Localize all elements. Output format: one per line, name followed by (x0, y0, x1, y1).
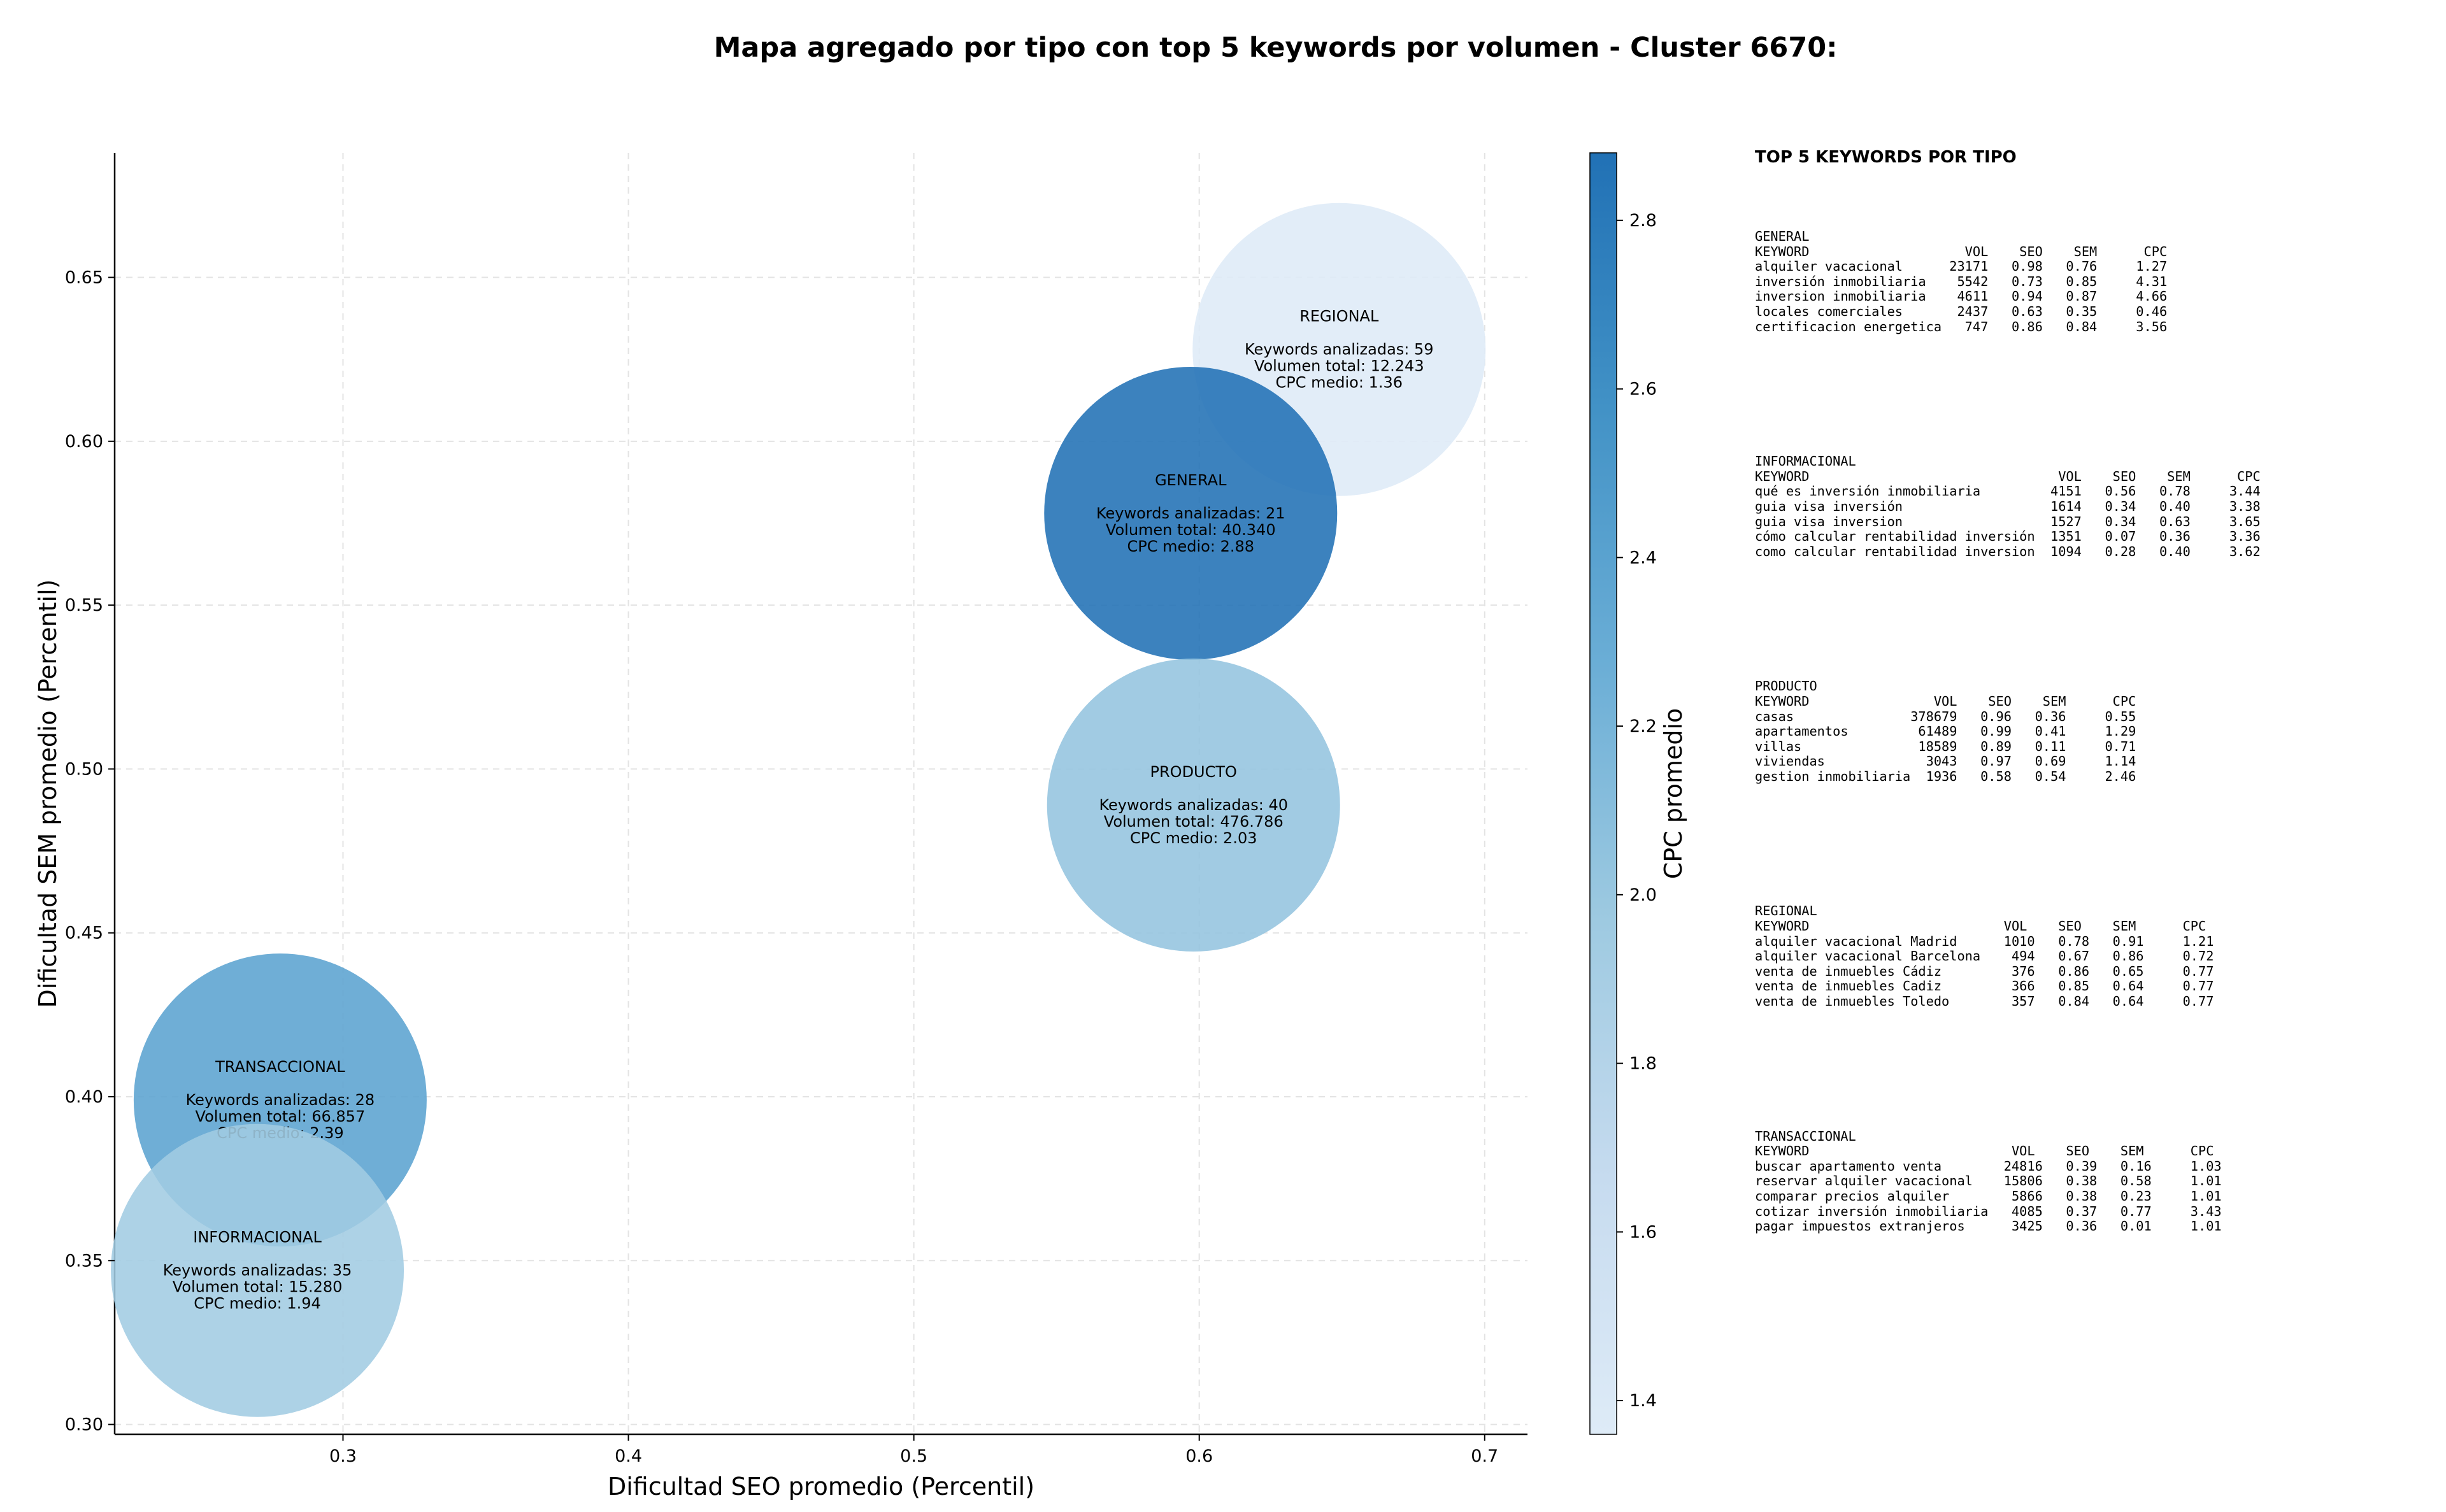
bubble-label: Volumen total: 15.280 (173, 1278, 343, 1296)
bubble-label: TRANSACCIONAL (215, 1058, 345, 1076)
bubble-circle (111, 1123, 404, 1417)
x-tick-label: 0.5 (900, 1446, 927, 1466)
y-tick-label: 0.30 (65, 1415, 103, 1435)
colorbar: 1.4 1.6 1.8 2.0 2.2 2.4 2.6 2.8 (1589, 152, 1657, 1435)
axes (113, 153, 1527, 1436)
bubble-label: CPC medio: 2.03 (1130, 829, 1257, 847)
y-tick-label: 0.40 (65, 1087, 103, 1107)
x-tick-label: 0.7 (1471, 1446, 1498, 1466)
bubble-label: Keywords analizadas: 21 (1096, 504, 1285, 522)
keyword-table-text: TRANSACCIONAL KEYWORD VOL SEO SEM CPC bu… (1755, 1128, 2222, 1234)
y-axis-label: Dificultad SEM promedio (Percentil) (34, 580, 62, 1008)
bubble-label: Keywords analizadas: 28 (186, 1091, 375, 1109)
y-tick-label: 0.65 (65, 268, 103, 288)
colorbar-tick-label: 2.2 (1629, 717, 1657, 736)
colorbar-tick-label: 2.6 (1629, 380, 1657, 399)
bubble-label: Keywords analizadas: 40 (1099, 796, 1288, 814)
x-tick-label: 0.4 (615, 1446, 642, 1466)
y-tick-label: 0.45 (65, 924, 103, 943)
y-tick-label: 0.60 (65, 432, 103, 452)
chart-title: Mapa agregado por tipo con top 5 keyword… (713, 32, 1838, 64)
side-panel-title: TOP 5 KEYWORDS POR TIPO (1755, 148, 2017, 167)
y-tick-label: 0.35 (65, 1251, 103, 1271)
bubble-label: REGIONAL (1299, 308, 1379, 325)
colorbar-tick-label: 1.4 (1629, 1391, 1657, 1411)
x-ticks: 0.3 0.4 0.5 0.6 0.7 (329, 1434, 1498, 1466)
bubble-label: CPC medio: 2.88 (1127, 538, 1255, 555)
keyword-table-text: REGIONAL KEYWORD VOL SEO SEM CPC alquile… (1755, 903, 2214, 1009)
keyword-table-transaccional: TRANSACCIONAL KEYWORD VOL SEO SEM CPC bu… (1755, 1129, 2430, 1234)
colorbar-gradient (1589, 152, 1617, 1435)
keywords-side-panel: TOP 5 KEYWORDS POR TIPO GENERAL KEYWORD … (1755, 148, 2430, 1354)
keyword-table-producto: PRODUCTO KEYWORD VOL SEO SEM CPC casas 3… (1755, 679, 2430, 784)
colorbar-tick-label: 2.0 (1629, 885, 1657, 905)
bubble-circle (1044, 367, 1338, 660)
y-ticks: 0.30 0.35 0.40 0.45 0.50 0.55 0.60 0.65 (65, 268, 115, 1435)
bubble-label: Volumen total: 66.857 (196, 1108, 366, 1125)
bubble-circle (1047, 659, 1340, 952)
bubble-label: Keywords analizadas: 59 (1245, 341, 1434, 359)
colorbar-label: CPC promedio (1659, 708, 1687, 880)
bubble-label: Volumen total: 476.786 (1104, 813, 1284, 831)
keyword-table-text: INFORMACIONAL KEYWORD VOL SEO SEM CPC qu… (1755, 453, 2261, 559)
bubble-label: GENERAL (1155, 471, 1227, 489)
bubble-label: Volumen total: 12.243 (1254, 357, 1424, 375)
colorbar-tick-label: 2.8 (1629, 211, 1657, 231)
keyword-table-text: GENERAL KEYWORD VOL SEO SEM CPC alquiler… (1755, 229, 2168, 334)
bubble-informacional: INFORMACIONAL Keywords analizadas: 35Volu… (111, 1123, 404, 1417)
x-axis-label: Dificultad SEO promedio (Percentil) (608, 1473, 1034, 1501)
x-tick-label: 0.6 (1185, 1446, 1213, 1466)
colorbar-tick-label: 2.4 (1629, 548, 1657, 567)
colorbar-tick-label: 1.6 (1629, 1222, 1657, 1242)
y-tick-label: 0.55 (65, 596, 103, 615)
keyword-table-regional: REGIONAL KEYWORD VOL SEO SEM CPC alquile… (1755, 904, 2430, 1009)
bubble-label: Keywords analizadas: 35 (163, 1262, 352, 1280)
bubble-label: CPC medio: 1.36 (1276, 374, 1403, 392)
bubble-label: CPC medio: 1.94 (194, 1295, 321, 1313)
keyword-table-text: PRODUCTO KEYWORD VOL SEO SEM CPC casas 3… (1755, 678, 2136, 784)
colorbar-tick-label: 1.8 (1629, 1054, 1657, 1074)
y-tick-label: 0.50 (65, 759, 103, 779)
keyword-table-informacional: INFORMACIONAL KEYWORD VOL SEO SEM CPC qu… (1755, 453, 2430, 559)
keyword-table-general: GENERAL KEYWORD VOL SEO SEM CPC alquiler… (1755, 229, 2430, 334)
x-tick-label: 0.3 (329, 1446, 357, 1466)
bubble-label: Volumen total: 40.340 (1106, 521, 1276, 539)
bubble-label: INFORMACIONAL (193, 1229, 322, 1246)
bubble-label: PRODUCTO (1150, 763, 1237, 781)
